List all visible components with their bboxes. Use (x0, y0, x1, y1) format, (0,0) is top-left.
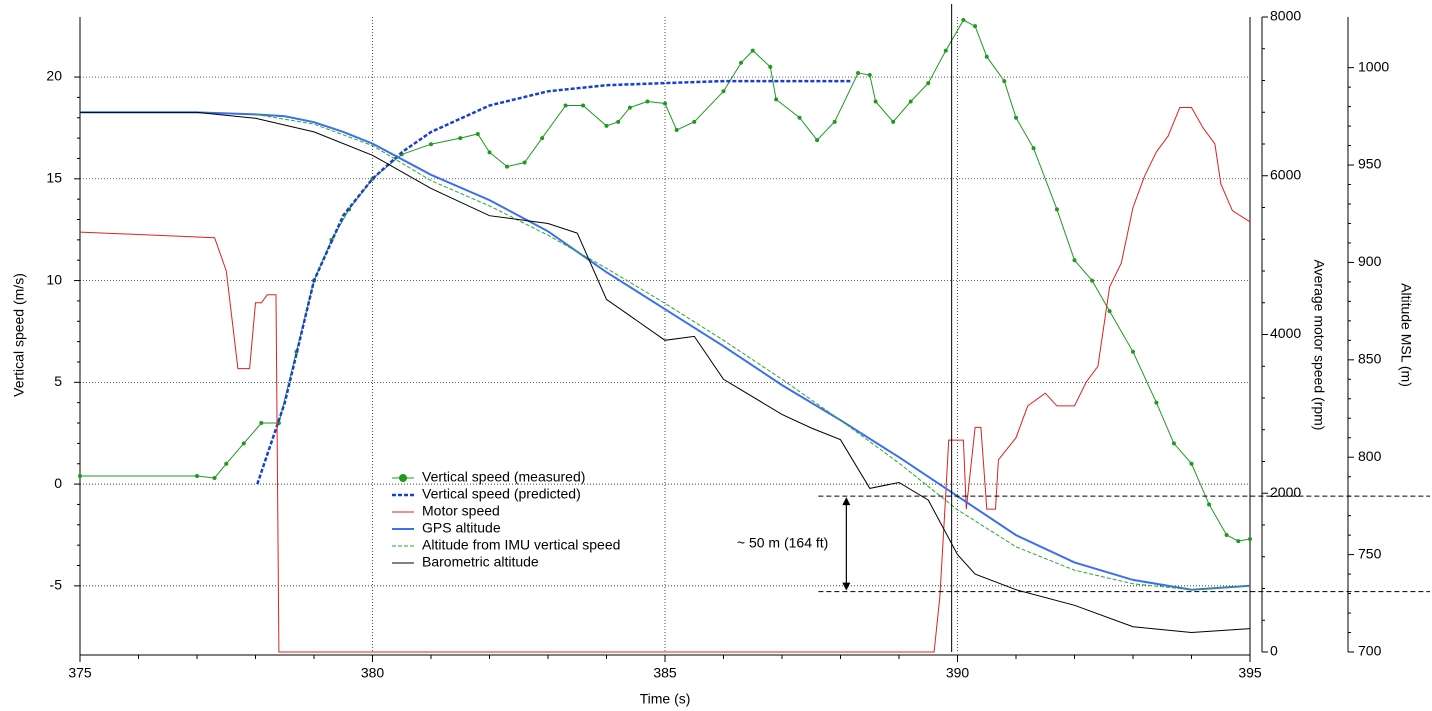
series-line (80, 111, 1251, 634)
data-point (1154, 400, 1159, 405)
data-point (1107, 309, 1112, 314)
data-point (867, 73, 872, 78)
y-tick-label: 20 (46, 68, 62, 84)
arrow-head (842, 582, 851, 591)
data-point (224, 461, 229, 466)
data-point (1002, 79, 1007, 84)
data-point (604, 123, 609, 128)
data-point (212, 475, 217, 480)
data-point (984, 54, 989, 59)
annotation-text: ~ 50 m (164 ft) (737, 535, 828, 551)
data-point (1054, 207, 1059, 212)
data-point (926, 81, 931, 86)
data-point (1224, 532, 1229, 537)
data-point (259, 421, 264, 426)
data-point (1014, 115, 1018, 120)
legend-label: Altitude from IMU vertical speed (422, 537, 620, 553)
data-point (241, 441, 246, 446)
data-point (1189, 461, 1194, 466)
data-point (908, 99, 913, 104)
legend-label: Vertical speed (predicted) (422, 486, 581, 502)
x-tick-label: 390 (946, 665, 970, 681)
series-line (80, 111, 1251, 591)
data-point (721, 89, 726, 94)
y2-tick-label: 4000 (1270, 325, 1301, 341)
data-point (522, 160, 527, 165)
data-point (943, 48, 948, 53)
series-line (256, 79, 853, 485)
y2-tick-label: 8000 (1270, 8, 1301, 24)
data-point (627, 105, 632, 110)
data-point (663, 101, 667, 106)
y2-axis-title: Average motor speed (rpm) (1311, 260, 1327, 431)
y3-tick-label: 800 (1358, 448, 1382, 464)
data-point (616, 119, 621, 124)
y-tick-label: 10 (46, 271, 62, 287)
y3-tick-label: 700 (1358, 643, 1382, 659)
y2-tick-label: 0 (1270, 643, 1278, 659)
y-axis-title: Vertical speed (m/s) (11, 273, 27, 397)
data-point (475, 132, 480, 137)
data-point (674, 127, 679, 132)
data-point (581, 103, 586, 108)
data-point (195, 473, 199, 478)
y3-tick-label: 1000 (1358, 58, 1389, 74)
y-tick-label: 5 (54, 373, 62, 389)
data-point (891, 119, 896, 124)
data-point (1236, 539, 1241, 544)
data-point (505, 164, 510, 169)
data-point (458, 136, 463, 141)
data-point (856, 70, 861, 75)
data-point (815, 138, 820, 143)
data-point (1031, 146, 1036, 151)
data-point (1248, 537, 1252, 542)
y3-tick-label: 900 (1358, 253, 1382, 269)
data-point (645, 99, 650, 104)
legend-label: Barometric altitude (422, 554, 539, 570)
y3-axis-title: Altitude MSL (m) (1398, 283, 1414, 387)
data-point (487, 150, 492, 155)
data-point (563, 103, 568, 108)
data-point (1072, 258, 1077, 263)
x-tick-label: 385 (653, 665, 677, 681)
y-tick-label: 0 (54, 475, 62, 491)
data-point (768, 64, 773, 69)
data-point (1131, 349, 1135, 354)
data-point (961, 18, 966, 23)
y3-tick-label: 750 (1358, 545, 1382, 561)
data-point (429, 142, 433, 147)
y2-tick-label: 6000 (1270, 166, 1301, 182)
x-tick-label: 395 (1238, 665, 1262, 681)
data-point (739, 60, 744, 65)
series-line (79, 107, 1251, 653)
x-axis-title: Time (s) (640, 691, 691, 707)
legend-label: Vertical speed (measured) (422, 469, 585, 485)
legend-label: GPS altitude (422, 520, 501, 536)
data-point (1207, 502, 1212, 507)
data-point (78, 473, 82, 478)
y2-tick-label: 2000 (1270, 484, 1301, 500)
y-tick-label: -5 (50, 577, 63, 593)
x-tick-label: 375 (68, 665, 92, 681)
data-point (774, 97, 779, 102)
x-tick-label: 380 (361, 665, 385, 681)
legend-label: Motor speed (422, 503, 500, 519)
data-point (692, 119, 697, 124)
data-point (797, 115, 802, 120)
data-point (873, 99, 878, 104)
data-point (540, 136, 545, 141)
data-point (750, 48, 755, 53)
y-tick-label: 15 (46, 170, 62, 186)
legend-marker (399, 474, 407, 482)
y3-tick-label: 850 (1358, 351, 1382, 367)
data-point (1171, 441, 1176, 446)
y3-tick-label: 950 (1358, 156, 1382, 172)
series-line (255, 113, 1251, 591)
data-point (973, 24, 978, 29)
data-point (832, 119, 837, 124)
data-point (1090, 278, 1095, 283)
arrow-head (842, 497, 851, 506)
